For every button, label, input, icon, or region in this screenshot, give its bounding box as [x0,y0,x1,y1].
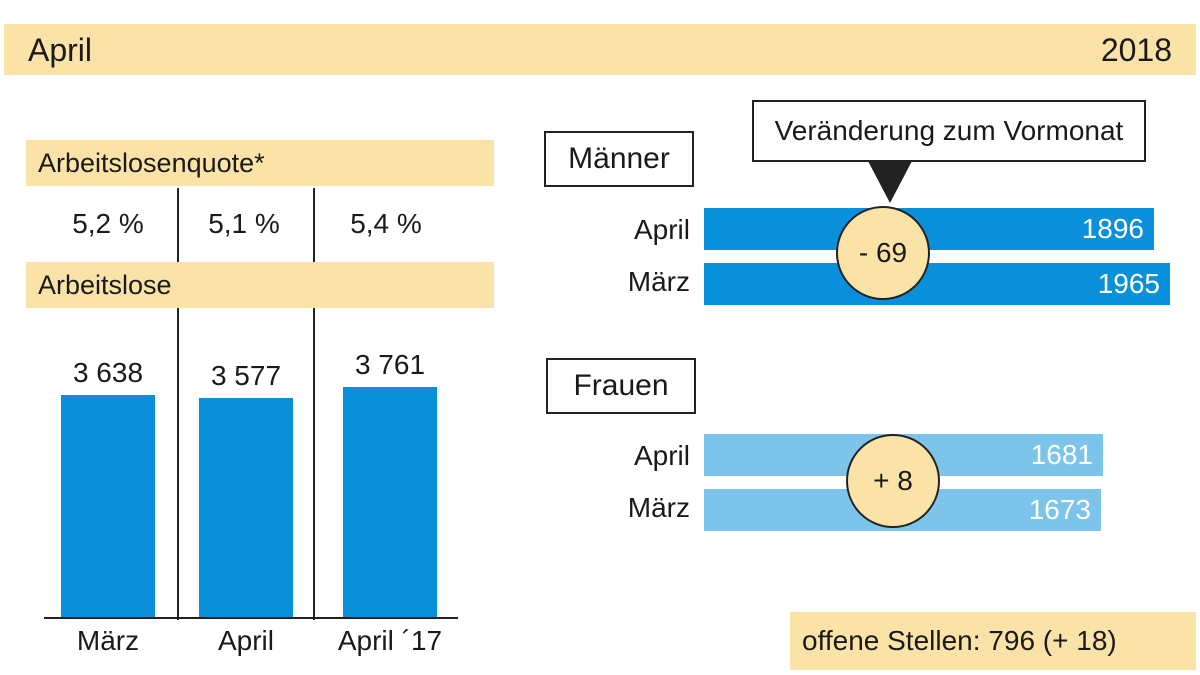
callout-pointer [868,161,912,203]
bar-0 [61,394,155,617]
women-title-box: Frauen [546,358,696,414]
bar-value-label-1: 3 577 [210,360,282,392]
women-row-label-maerz: März [627,492,690,523]
women-value-april: 1681 [1030,439,1093,470]
quote-value-april: 5,1 % [208,208,280,239]
women-change-circle: + 8 [846,434,940,528]
divider-lower-2 [313,308,315,620]
x-axis-line [44,617,458,619]
category-label-2: April ´17 [337,625,443,656]
quote-value-april17: 5,4 % [350,208,422,239]
quote-label: Arbeitslosenquote* [38,147,265,178]
bar-1 [199,398,293,617]
men-value-maerz: 1965 [1097,268,1160,299]
divider-upper-1 [177,188,179,262]
quote-label-band: Arbeitslosenquote* [26,140,494,186]
header-year: 2018 [1100,32,1172,68]
count-label-band: Arbeitslose [26,262,494,308]
women-value-maerz: 1673 [1028,494,1091,525]
header-month: April [28,32,93,68]
men-change-value: - 69 [858,237,908,268]
bar-value-label-0: 3 638 [72,356,144,388]
divider-lower-1 [177,308,179,620]
open-positions-band: offene Stellen: 796 (+ 18) [790,612,1196,670]
men-title: Männer [568,142,670,175]
women-title: Frauen [573,369,669,402]
header-band: April 2018 [4,24,1196,75]
men-value-april: 1896 [1081,213,1144,244]
change-callout-text: Veränderung zum Vormonat [774,115,1124,146]
divider-upper-2 [313,188,315,262]
change-callout: Veränderung zum Vormonat [752,100,1146,162]
men-row-label-maerz: März [627,266,690,297]
men-row-label-april: April [633,214,690,245]
bar-value-label-2: 3 761 [354,349,426,380]
men-bar-maerz: 1965 [704,263,1170,305]
quote-value-maerz: 5,2 % [72,208,144,239]
category-label-1: April [217,625,274,656]
count-label: Arbeitslose [38,269,172,300]
men-title-box: Männer [544,131,694,187]
women-row-label-april: April [633,440,690,471]
bar-2 [343,387,437,617]
category-label-0: März [76,625,140,656]
men-change-circle: - 69 [836,206,930,300]
women-change-value: + 8 [873,465,913,496]
open-positions: offene Stellen: 796 (+ 18) [802,625,1117,656]
